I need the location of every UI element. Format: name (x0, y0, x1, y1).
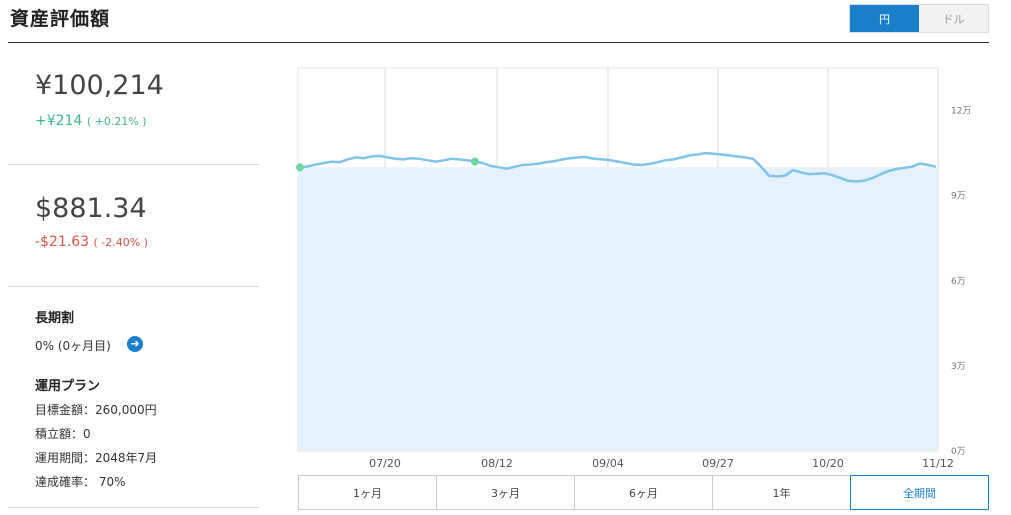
divider (8, 507, 259, 508)
x-tick-label: 10/20 (812, 457, 844, 470)
plan-target: 目標金額：260,000円 (35, 403, 157, 417)
usd-value: $881.34 (35, 193, 147, 224)
event-point-marker (470, 157, 479, 166)
divider (8, 286, 259, 287)
x-tick-label: 09/04 (592, 457, 624, 470)
jpy-change-pct: ( +0.21% ) (86, 115, 147, 128)
long-term-value: 0% (0ヶ月目) (35, 339, 111, 353)
start-point-marker (296, 163, 304, 172)
currency-toggle: 円 ドル (849, 4, 989, 33)
range-selector: 1ヶ月 3ヶ月 6ヶ月 1年 全期間 (298, 475, 989, 510)
range-1-month-button[interactable]: 1ヶ月 (299, 476, 437, 509)
range-6-month-button[interactable]: 6ヶ月 (575, 476, 713, 509)
y-tick-label: 6万 (951, 277, 966, 287)
divider (8, 164, 259, 165)
long-term-label: 長期割 (35, 311, 75, 326)
plan-monthly: 積立額：0 (35, 427, 91, 441)
y-tick-label: 0万 (951, 447, 966, 457)
usd-change-pct: ( -2.40% ) (93, 236, 149, 249)
x-tick-label: 11/12 (922, 457, 954, 470)
jpy-value: ¥100,214 (35, 70, 164, 101)
baseline-area (298, 167, 938, 451)
range-3-month-button[interactable]: 3ヶ月 (437, 476, 575, 509)
plan-period: 運用期間：2048年7月 (35, 451, 158, 465)
plan-label: 運用プラン (35, 379, 101, 394)
y-tick-label: 9万 (951, 192, 966, 202)
range-1-year-button[interactable]: 1年 (713, 476, 851, 509)
x-tick-label: 08/12 (481, 457, 513, 470)
jpy-change-amount: +¥214 (35, 113, 83, 129)
y-tick-label: 12万 (951, 107, 971, 117)
currency-option-yen[interactable]: 円 (850, 5, 919, 32)
range-all-button[interactable]: 全期間 (850, 475, 989, 510)
usd-change: -$21.63 ( -2.40% ) (35, 234, 148, 250)
jpy-change: +¥214 ( +0.21% ) (35, 113, 147, 129)
currency-option-dollar[interactable]: ドル (919, 5, 988, 32)
x-tick-label: 09/27 (702, 457, 734, 470)
x-tick-label: 07/20 (369, 457, 401, 470)
plan-probability: 達成確率： 70% (35, 475, 126, 489)
header-divider (8, 42, 989, 43)
page-title: 資産評価額 (10, 8, 111, 30)
arrow-right-icon[interactable]: ➜ (127, 336, 143, 352)
asset-value-line (299, 151, 937, 183)
usd-change-amount: -$21.63 (35, 234, 90, 250)
y-tick-label: 3万 (951, 362, 966, 372)
